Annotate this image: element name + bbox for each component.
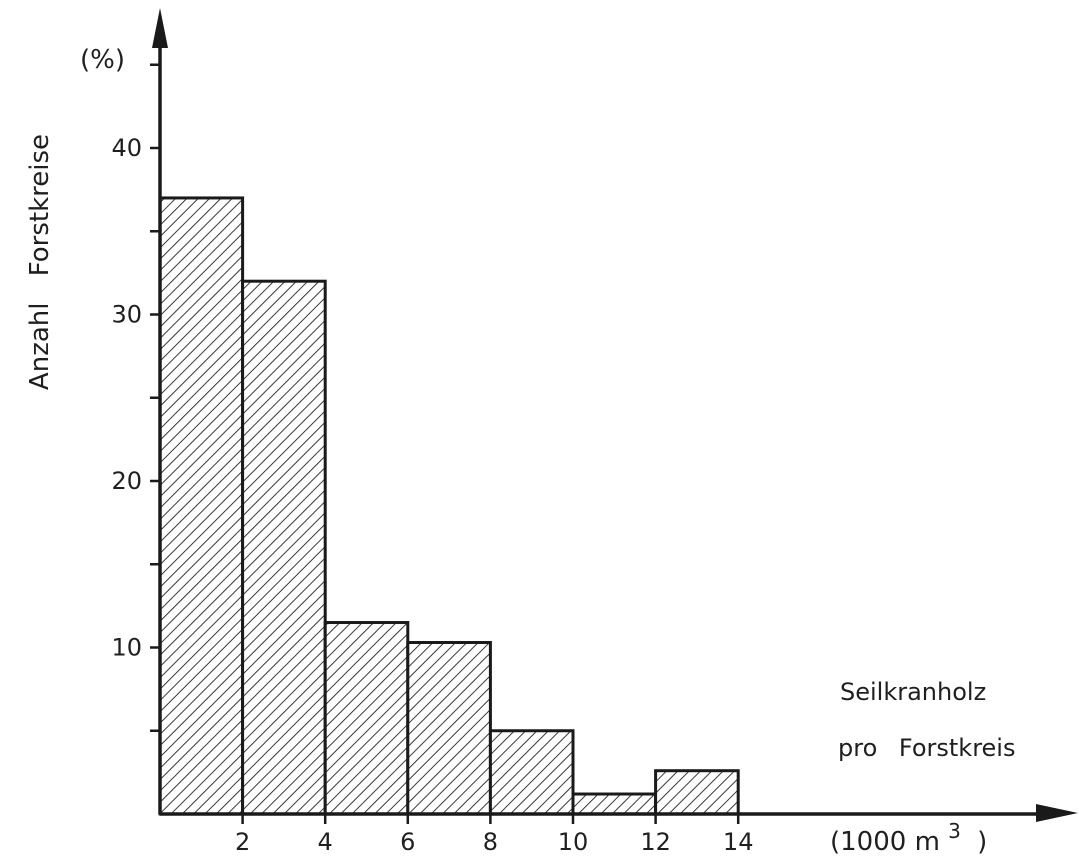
y-tick-label: 20 <box>111 467 142 495</box>
x-tick-label: 2 <box>235 828 250 856</box>
x-tick-label: 8 <box>483 828 498 856</box>
y-tick-label: 40 <box>111 134 142 162</box>
x-unit-close: ) <box>977 827 987 857</box>
y-ticks-group: 10 20 30 40 <box>111 63 160 732</box>
x-tick-label: 14 <box>723 828 754 856</box>
x-tick-label: 10 <box>558 828 589 856</box>
x-tick-label: 4 <box>318 828 333 856</box>
bar-12-14 <box>654 769 740 816</box>
bar-8-10 <box>488 729 575 816</box>
bars-group <box>158 196 740 816</box>
y-axis-title: Anzahl Forstkreise <box>25 134 55 390</box>
x-label-line-1: Seilkranholz <box>840 678 986 706</box>
y-axis-arrow <box>152 8 168 48</box>
x-ticks-group: 2 4 6 8 10 12 14 <box>235 814 754 856</box>
bar-4-6 <box>323 621 410 816</box>
y-tick-label: 10 <box>111 634 142 662</box>
x-tick-label: 12 <box>640 828 671 856</box>
x-tick-label: 6 <box>400 828 415 856</box>
x-unit-label: (1000 m 3 ) <box>830 815 987 857</box>
x-axis-arrow <box>1036 804 1078 822</box>
y-tick-label: 30 <box>111 301 142 329</box>
bar-10-12 <box>571 792 658 816</box>
bar-0-2 <box>158 196 245 816</box>
bar-2-4 <box>241 279 327 816</box>
x-unit-main: (1000 m <box>830 827 940 857</box>
bar-6-8 <box>406 641 492 816</box>
x-unit-superscript: 3 <box>948 819 961 843</box>
x-label-line-2: pro Forstkreis <box>838 734 1015 762</box>
y-unit-label: (%) <box>80 45 125 75</box>
